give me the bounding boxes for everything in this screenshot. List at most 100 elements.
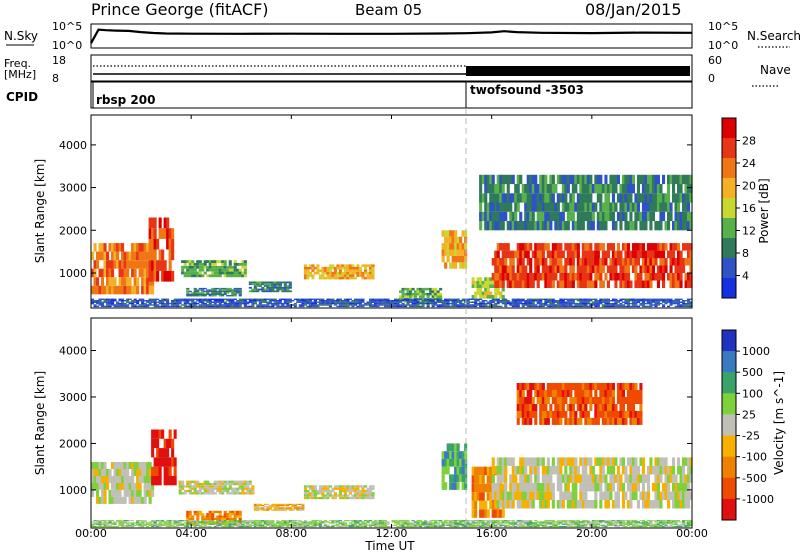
heatmap-cell xyxy=(526,491,530,500)
heatmap-cell xyxy=(188,485,192,488)
heatmap-cell xyxy=(539,500,543,509)
heatmap-cell xyxy=(223,274,227,278)
heatmap-cell xyxy=(546,482,550,492)
heatmap-cell xyxy=(416,520,420,522)
heatmap-cell xyxy=(464,451,468,459)
heatmap-cell xyxy=(687,300,691,302)
heatmap-cell xyxy=(141,285,145,295)
heatmap-cell xyxy=(524,243,528,251)
heatmap-cell xyxy=(183,260,187,263)
heatmap-cell xyxy=(188,517,192,521)
heatmap-cell xyxy=(193,304,197,306)
heatmap-cell xyxy=(316,523,320,525)
heatmap-cell xyxy=(501,193,505,203)
heatmap-cell xyxy=(404,521,408,523)
heatmap-cell xyxy=(561,397,565,404)
heatmap-cell xyxy=(687,298,691,300)
heatmap-cell xyxy=(206,492,210,495)
heatmap-cell xyxy=(308,523,312,525)
heatmap-cell xyxy=(521,302,525,305)
heatmap-cell xyxy=(431,302,435,305)
heatmap-cell xyxy=(494,280,498,288)
heatmap-cell xyxy=(576,300,580,302)
heatmap-cell xyxy=(108,302,112,305)
heatmap-cell xyxy=(286,520,290,522)
heatmap-cell xyxy=(521,457,525,466)
heatmap-cell xyxy=(424,302,428,305)
heatmap-cell xyxy=(213,517,217,521)
heatmap-cell xyxy=(353,269,357,272)
heatmap-cell xyxy=(173,304,177,306)
heatmap-cell xyxy=(188,492,192,495)
heatmap-cell xyxy=(571,474,575,483)
heatmap-cell xyxy=(188,271,192,275)
heatmap-cell xyxy=(168,525,172,528)
heatmap-cell xyxy=(313,271,317,275)
heatmap-cell xyxy=(411,520,415,522)
heatmap-cell xyxy=(358,521,362,523)
heatmap-cell xyxy=(188,300,192,302)
heatmap-cell xyxy=(218,302,222,305)
heatmap-cell xyxy=(123,524,127,526)
heatmap-cell xyxy=(544,404,548,411)
heatmap-cell xyxy=(268,525,272,528)
heatmap-cell xyxy=(218,485,222,488)
heatmap-cell xyxy=(308,521,312,523)
heatmap-cell xyxy=(421,524,425,526)
heatmap-cell xyxy=(571,491,575,500)
heatmap-cell xyxy=(236,510,240,514)
heatmap-cell xyxy=(151,249,155,261)
heatmap-cell xyxy=(651,202,655,212)
heatmap-cell xyxy=(631,202,635,212)
heatmap-cell xyxy=(556,174,560,185)
heatmap-cell xyxy=(253,285,257,287)
heatmap-cell xyxy=(361,489,365,493)
heatmap-cell xyxy=(474,492,478,501)
heatmap-cell xyxy=(669,265,673,273)
heatmap-cell xyxy=(311,523,315,525)
heatmap-cell xyxy=(511,280,515,288)
heatmap-cell xyxy=(231,268,235,272)
heatmap-cell xyxy=(358,304,362,306)
heatmap-cell xyxy=(108,489,112,497)
heatmap-cell xyxy=(536,193,540,203)
heatmap-cell xyxy=(539,202,543,212)
heatmap-cell xyxy=(489,302,493,305)
heatmap-cell xyxy=(91,285,95,295)
heatmap-cell xyxy=(606,491,610,500)
heatmap-cell xyxy=(459,458,463,467)
heatmap-cell xyxy=(571,410,575,418)
heatmap-cell xyxy=(656,273,660,281)
heatmap-cell xyxy=(369,298,373,300)
heatmap-cell xyxy=(516,482,520,492)
heatmap-cell xyxy=(491,193,495,203)
heatmap-cell xyxy=(303,266,307,270)
heatmap-cell xyxy=(419,295,423,298)
heatmap-cell xyxy=(198,295,202,297)
heatmap-cell xyxy=(231,510,235,514)
heatmap-cell xyxy=(489,305,493,308)
heatmap-cell xyxy=(584,258,588,266)
heatmap-cell xyxy=(193,487,197,490)
heatmap-cell xyxy=(574,417,578,425)
heatmap-cell xyxy=(506,193,510,203)
heatmap-cell xyxy=(163,260,167,271)
heatmap-cell xyxy=(236,268,240,272)
heatmap-cell xyxy=(584,500,588,509)
heatmap-cell xyxy=(466,301,470,303)
heatmap-cell xyxy=(484,280,488,285)
heatmap-cell xyxy=(549,390,553,397)
noise-left-tick-bottom: 10^0 xyxy=(52,39,82,52)
heatmap-cell xyxy=(306,266,310,270)
heatmap-cell xyxy=(561,304,565,306)
heatmap-cell xyxy=(581,482,585,492)
heatmap-cell xyxy=(96,476,100,483)
heatmap-cell xyxy=(586,211,590,222)
heatmap-cell xyxy=(176,523,180,525)
heatmap-cell xyxy=(216,523,220,525)
heatmap-cell xyxy=(376,300,380,302)
heatmap-cell xyxy=(516,280,520,288)
heatmap-cell xyxy=(619,250,623,259)
heatmap-cell xyxy=(421,302,425,305)
